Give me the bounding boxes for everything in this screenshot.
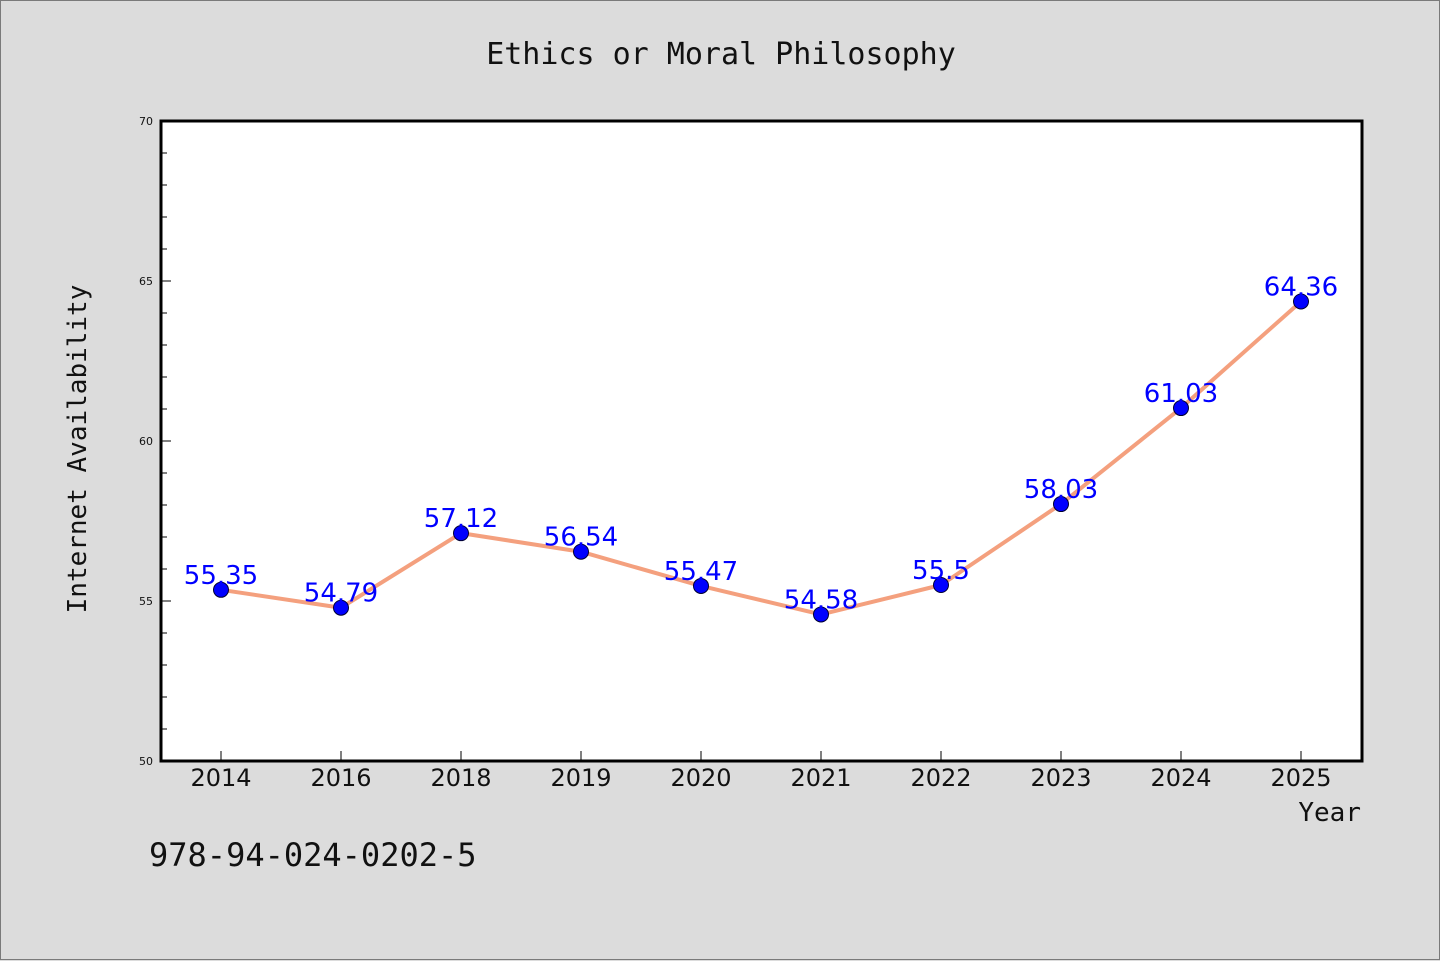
y-tick-label: 50 — [139, 755, 153, 768]
series-line-group — [219, 299, 1303, 617]
y-tick-label: 55 — [139, 595, 153, 608]
chart-title: Ethics or Moral Philosophy — [486, 37, 956, 72]
x-tick-label: 2023 — [1030, 764, 1091, 792]
data-label: 55.5 — [912, 556, 970, 586]
data-point — [333, 599, 349, 616]
x-tick-label: 2022 — [910, 764, 971, 792]
data-point — [813, 606, 829, 623]
x-tick-label: 2024 — [1150, 764, 1211, 792]
data-label: 55.35 — [184, 561, 258, 591]
x-tick-label: 2025 — [1270, 764, 1331, 792]
data-label: 64.36 — [1264, 272, 1338, 302]
data-point — [1173, 400, 1189, 417]
footer-isbn-text: 978-94-024-0202-5 — [149, 836, 477, 874]
data-point — [1293, 293, 1309, 310]
data-labels-group: 55.35 54.79 57.12 56.54 55.47 54.58 55.5 58.03 6… — [184, 272, 1338, 615]
x-axis: 2014 2016 2018 2019 2020 2021 2022 2023 2024 2025 — [190, 751, 1332, 792]
x-tick-label: 2018 — [430, 764, 491, 792]
data-label: 54.79 — [304, 579, 378, 609]
data-label: 57.12 — [424, 504, 498, 534]
x-tick-label: 2016 — [310, 764, 371, 792]
data-point — [933, 577, 949, 593]
data-label: 58.03 — [1024, 475, 1098, 505]
y-axis-label: Internet Availability — [63, 285, 93, 614]
plot-area — [159, 119, 1364, 763]
x-tick-label: 2021 — [790, 764, 851, 792]
y-tick-label: 65 — [139, 275, 153, 288]
data-point — [1053, 496, 1069, 513]
data-point — [573, 543, 589, 560]
series-line — [219, 299, 1303, 617]
markers-group — [213, 293, 1309, 623]
data-point — [453, 525, 469, 542]
x-tick-label: 2019 — [550, 764, 611, 792]
data-label: 55.47 — [664, 557, 738, 587]
x-tick-label: 2020 — [670, 764, 731, 792]
data-point — [213, 581, 229, 598]
y-axis: 50 55 60 65 70 — [139, 115, 171, 768]
data-label: 61.03 — [1144, 379, 1218, 409]
data-point — [693, 577, 709, 594]
x-axis-label: Year — [1298, 798, 1361, 828]
data-label: 54.58 — [784, 585, 858, 615]
y-tick-label: 60 — [139, 435, 153, 448]
y-tick-label: 70 — [139, 115, 153, 128]
data-label: 56.54 — [544, 523, 618, 553]
x-tick-label: 2014 — [190, 764, 251, 792]
